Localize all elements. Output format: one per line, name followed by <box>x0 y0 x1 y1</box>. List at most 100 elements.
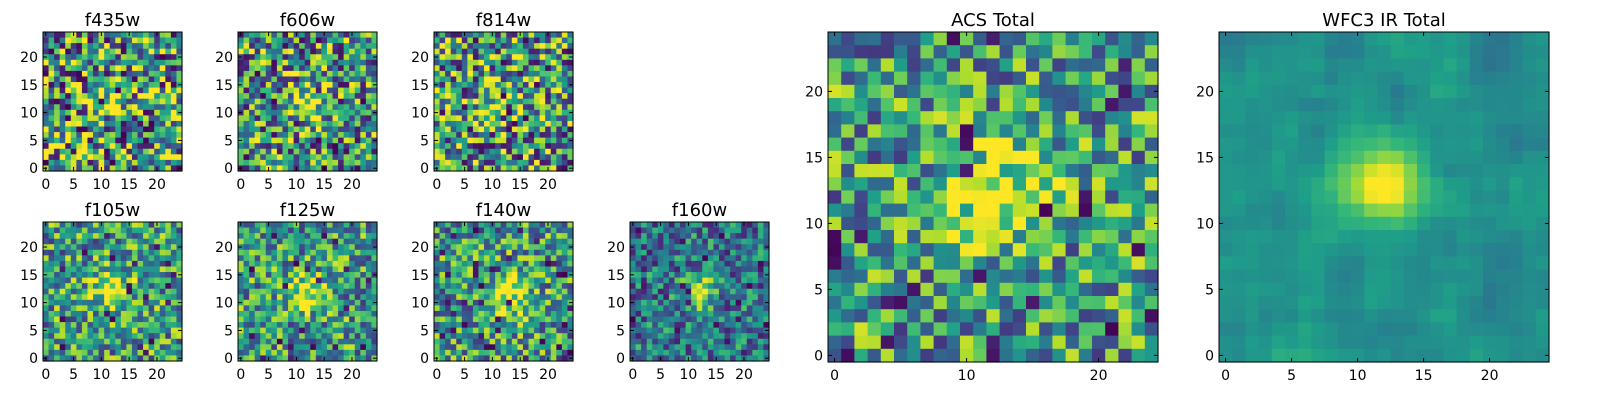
heatmap-cell <box>138 38 144 44</box>
heatmap-cell <box>713 244 719 250</box>
heatmap-cell <box>451 138 457 144</box>
heatmap-cell <box>663 317 669 323</box>
heatmap-cell <box>149 344 155 350</box>
heatmap-cell <box>630 228 636 234</box>
heatmap-cell <box>138 278 144 284</box>
heatmap-cell <box>641 239 647 245</box>
heatmap-cell <box>725 250 731 256</box>
heatmap-cell <box>366 228 372 234</box>
heatmap-cell <box>355 328 361 334</box>
heatmap-cell <box>93 99 99 105</box>
heatmap-cell <box>121 38 127 44</box>
heatmap-cell <box>451 228 457 234</box>
heatmap-cell <box>730 300 736 306</box>
heatmap-cell <box>752 278 758 284</box>
heatmap-cell <box>344 350 350 356</box>
heatmap-cell <box>238 71 244 77</box>
heatmap-cell <box>451 311 457 317</box>
heatmap-cell <box>93 149 99 155</box>
heatmap-cell <box>462 317 468 323</box>
heatmap-cell <box>440 138 446 144</box>
heatmap-cell <box>76 71 82 77</box>
heatmap-cell <box>484 266 490 272</box>
heatmap-cell <box>299 250 305 256</box>
y-tick-label: 0 <box>224 351 233 367</box>
heatmap-cell <box>562 38 568 44</box>
heatmap-cell <box>277 149 283 155</box>
heatmap-cell <box>310 160 316 166</box>
heatmap-cell <box>126 278 132 284</box>
heatmap-cell <box>138 283 144 289</box>
heatmap-cell <box>551 261 557 267</box>
heatmap-cell <box>93 115 99 121</box>
heatmap-cell <box>456 110 462 116</box>
heatmap-cell <box>316 300 322 306</box>
heatmap-cell <box>529 333 535 339</box>
heatmap-cell <box>484 82 490 88</box>
heatmap-cell <box>658 233 664 239</box>
heatmap-cell <box>674 283 680 289</box>
heatmap-cell <box>462 82 468 88</box>
heatmap-cell <box>697 317 703 323</box>
heatmap-cell <box>669 255 675 261</box>
heatmap-cell <box>271 121 277 127</box>
heatmap-cell <box>752 255 758 261</box>
heatmap-cell <box>249 76 255 82</box>
heatmap-cell <box>556 278 562 284</box>
heatmap-cell <box>1079 138 1093 152</box>
heatmap-cell <box>556 266 562 272</box>
heatmap-cell <box>556 110 562 116</box>
heatmap-cell <box>456 82 462 88</box>
heatmap-cell <box>440 311 446 317</box>
heatmap-cell <box>467 322 473 328</box>
heatmap-cell <box>282 278 288 284</box>
heatmap-cell <box>741 328 747 334</box>
heatmap-cell <box>920 204 934 218</box>
heatmap-cell <box>708 266 714 272</box>
heatmap-cell <box>366 305 372 311</box>
heatmap-cell <box>76 250 82 256</box>
heatmap-cell <box>60 82 66 88</box>
heatmap-cell <box>260 32 266 38</box>
heatmap-cell <box>93 255 99 261</box>
heatmap-cell <box>126 283 132 289</box>
heatmap-cell <box>495 266 501 272</box>
heatmap-cell <box>462 278 468 284</box>
heatmap-cell <box>534 132 540 138</box>
heatmap-cell <box>556 149 562 155</box>
heatmap-cell <box>355 300 361 306</box>
heatmap-cell <box>316 60 322 66</box>
heatmap-cell <box>132 344 138 350</box>
heatmap-cell <box>277 88 283 94</box>
heatmap-cell <box>986 204 1000 218</box>
heatmap-cell <box>316 261 322 267</box>
heatmap-cell <box>244 228 250 234</box>
heatmap-cell <box>506 261 512 267</box>
heatmap-cell <box>333 143 339 149</box>
heatmap-cell <box>132 278 138 284</box>
heatmap-cell <box>255 305 261 311</box>
heatmap-cell <box>132 93 138 99</box>
heatmap-cell <box>445 322 451 328</box>
heatmap-cell <box>299 43 305 49</box>
heatmap-cell <box>60 99 66 105</box>
heatmap-cell <box>327 121 333 127</box>
heatmap-cell <box>249 127 255 133</box>
heatmap-cell <box>1026 32 1040 46</box>
heatmap-cell <box>1105 138 1119 152</box>
heatmap-cell <box>551 121 557 127</box>
heatmap-cell <box>529 272 535 278</box>
heatmap-cell <box>545 65 551 71</box>
heatmap-cell <box>1013 177 1027 191</box>
heatmap-cell <box>529 43 535 49</box>
heatmap-cell <box>82 127 88 133</box>
heatmap-cell <box>60 333 66 339</box>
heatmap-cell <box>65 88 71 94</box>
heatmap-cell <box>249 32 255 38</box>
heatmap-cell <box>244 88 250 94</box>
heatmap-cell <box>934 164 948 178</box>
heatmap-cell <box>440 115 446 121</box>
heatmap-cell <box>99 333 105 339</box>
heatmap-cell <box>282 71 288 77</box>
heatmap-cell <box>82 104 88 110</box>
